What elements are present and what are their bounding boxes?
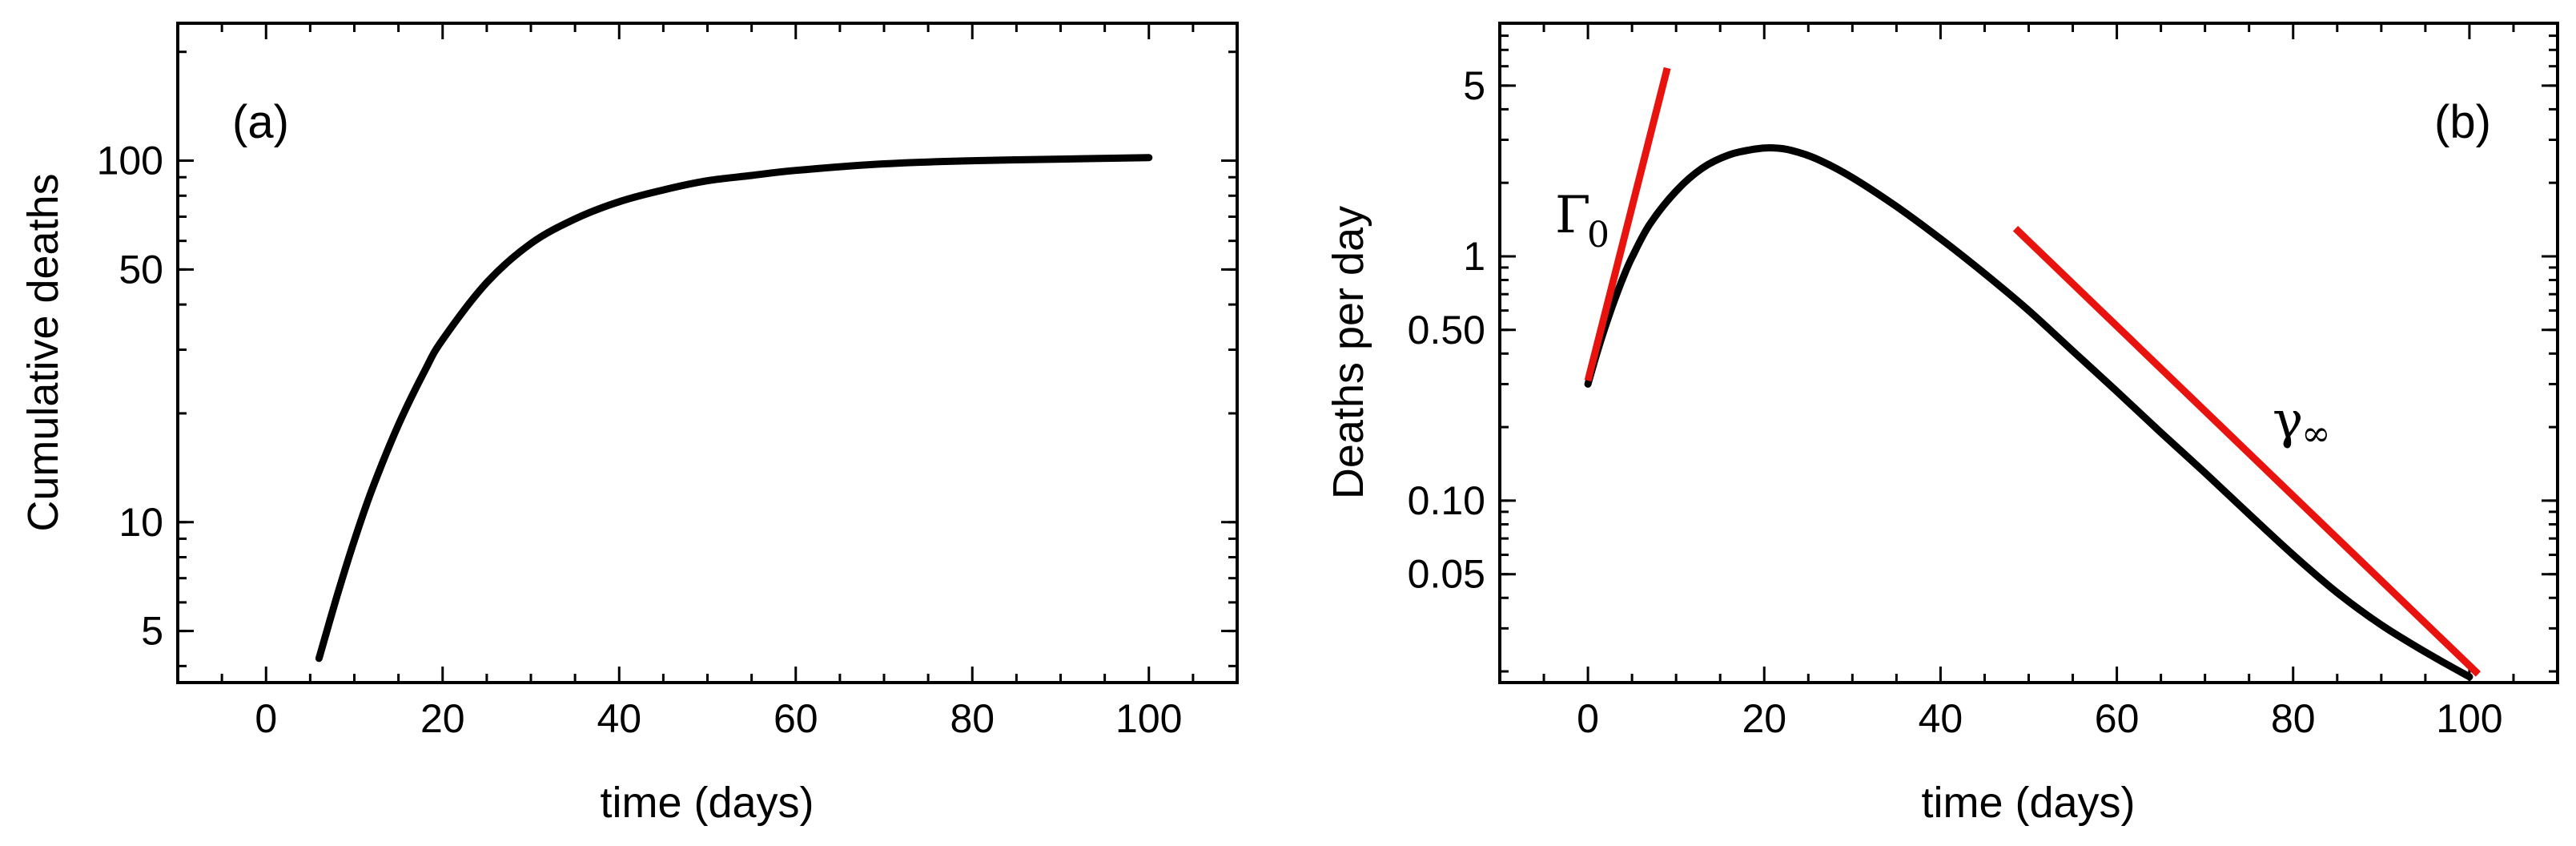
panel-b-y-tick-label: 0.05 — [1408, 552, 1485, 597]
panel-a-plot-area — [315, 154, 1153, 663]
panel-b-x-tick-label: 0 — [1577, 696, 1599, 741]
panel-b-chart: 0 20 40 60 80 100 0.05 0.10 0.50 1 5 (b) time (day… — [1324, 22, 2559, 827]
panel-b-tick-labels: 0 20 40 60 80 100 0.05 0.10 0.50 1 5 — [1408, 63, 2503, 741]
panel-a-y-axis-label: Cumulative deaths — [19, 173, 67, 531]
gamma-infinity-symbol: γ — [2273, 391, 2303, 450]
gamma-zero-symbol: Γ — [1555, 186, 1590, 245]
panel-a-tag: (a) — [232, 96, 289, 148]
panel-a-chart: 0 20 40 60 80 100 5 10 50 100 (a) time (days) Cum… — [19, 22, 1239, 827]
panel-a-ticks — [176, 23, 1239, 683]
panel-b-series-line — [1584, 143, 2474, 681]
panel-b-tag: (b) — [2434, 96, 2491, 148]
panel-a-y-tick-label: 50 — [119, 247, 163, 292]
panel-b-y-tick-label: 1 — [1463, 234, 1485, 279]
panel-b-ticks — [1498, 22, 2559, 683]
gamma-infinity-annotation: γ ∞ — [2273, 391, 2331, 454]
panel-b-y-axis-label: Deaths per day — [1324, 206, 1372, 499]
panel-b-y-tick-label: 0.10 — [1408, 478, 1485, 523]
panel-a-y-tick-label: 10 — [119, 500, 163, 545]
panel-b-x-tick-label: 40 — [1919, 696, 1963, 741]
panel-a-x-tick-label: 40 — [597, 696, 641, 741]
panel-b-x-tick-label: 80 — [2271, 696, 2316, 741]
panel-b-fit-line — [2012, 225, 2482, 677]
panel-a-x-tick-label: 60 — [774, 696, 818, 741]
panel-a-tick-labels: 0 20 40 60 80 100 5 10 50 100 — [97, 139, 1183, 741]
panel-a-x-tick-label: 80 — [950, 696, 995, 741]
panel-b-y-tick-label: 0.50 — [1408, 308, 1485, 352]
panel-a-series-line — [315, 154, 1153, 663]
panel-b-x-tick-label: 100 — [2436, 696, 2502, 741]
panel-b-x-axis-label: time (days) — [1921, 779, 2135, 827]
panel-a-x-tick-label: 0 — [255, 696, 277, 741]
panel-a-y-tick-label: 100 — [97, 139, 163, 183]
panel-b-x-tick-label: 60 — [2095, 696, 2140, 741]
panel-b-plot-area — [1584, 66, 2482, 681]
panel-a-frame — [176, 22, 1239, 684]
panel-a-x-axis-label: time (days) — [600, 779, 814, 827]
panel-b-x-tick-label: 20 — [1742, 696, 1786, 741]
panel-a-x-tick-label: 100 — [1115, 696, 1182, 741]
gamma-zero-annotation: Γ 0 — [1555, 186, 1609, 256]
gamma-zero-subscript: 0 — [1587, 215, 1609, 256]
panel-a-y-tick-label: 5 — [141, 609, 163, 654]
gamma-infinity-subscript: ∞ — [2301, 413, 2331, 454]
panel-b-frame — [1498, 22, 2559, 684]
panel-a-x-tick-label: 20 — [420, 696, 465, 741]
panel-b-fit-line — [1584, 66, 1671, 382]
panel-b-y-tick-label: 5 — [1463, 63, 1485, 108]
